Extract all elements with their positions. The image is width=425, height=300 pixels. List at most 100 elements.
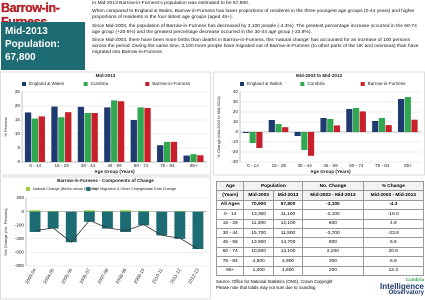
bar <box>157 145 164 162</box>
bar <box>31 118 39 162</box>
legend-label: Net Migration & Other Changes <box>93 187 146 191</box>
x-tick-label: 2012-13 <box>187 267 200 284</box>
bar <box>65 112 72 162</box>
y-tick-label: 200 <box>16 195 24 200</box>
box-line: Mid-2013 <box>5 26 48 37</box>
bar <box>333 125 341 132</box>
y-tick-label: 25 <box>15 89 21 94</box>
x-tick-label: 0 - 14 <box>247 163 259 168</box>
table-cell: 12.3 <box>362 265 425 276</box>
x-axis-title: Age Group (Years) <box>310 169 351 174</box>
y-tick-label: 30 <box>233 99 239 104</box>
table-cell: 67,800 <box>272 199 304 211</box>
table-cell: 600 <box>302 218 364 229</box>
bar <box>183 155 190 162</box>
table-cell: 14,700 <box>272 237 304 248</box>
x-tick-label: 2003-04 <box>24 267 37 284</box>
y-tick-label: -800 <box>15 263 25 268</box>
header-row: (Years) Mid-2003 Mid-2013 Mid-2003 - Mid… <box>215 190 425 201</box>
paragraph: Since Mid-2003, there have been more bir… <box>92 38 419 55</box>
y-tick-label: -200 <box>15 222 25 227</box>
table-cell: 45 - 59 <box>215 237 245 248</box>
table-row: 15 - 29 11,300 12,100 600 4.8 <box>215 218 425 229</box>
bar <box>111 100 118 162</box>
table-cell: 2,200 <box>302 246 364 258</box>
bar <box>197 155 204 162</box>
bar <box>83 211 95 222</box>
chart-title: Mid-2013 <box>96 73 116 78</box>
table-cell: 0 - 14 <box>215 209 245 220</box>
table-cell: -3,100 <box>302 199 364 211</box>
bar <box>359 111 366 132</box>
table-cell: 30 - 44 <box>215 227 245 239</box>
bar <box>102 211 113 229</box>
bar <box>120 211 131 232</box>
table-cell: 4.8 <box>362 218 425 229</box>
table-cell: 6.9 <box>362 256 425 267</box>
y-tick-label: 15 <box>15 117 21 122</box>
legend-label: England & Wales <box>29 81 65 86</box>
table-cell: All Ages <box>215 199 245 211</box>
bar <box>170 141 178 162</box>
x-tick-label: 75 - 84 <box>160 163 175 168</box>
table-cell: 13,900 <box>243 237 274 248</box>
y-axis-title: Net Change (No. Persons) <box>3 208 8 256</box>
x-tick-label: 45 - 59 <box>107 163 122 168</box>
bar <box>190 154 197 162</box>
bar <box>320 118 327 132</box>
source: Source: Office for National Statistics (… <box>216 279 368 290</box>
population-box: Mid-2013 Population: 67,800 <box>1 22 85 70</box>
bar <box>51 106 58 162</box>
header-cell: % Change <box>362 180 425 192</box>
x-tick-label: 0 - 14 <box>29 163 41 168</box>
box-line: Population: <box>5 39 60 50</box>
table-cell: 4,900 <box>272 256 304 267</box>
table-row: All Ages 70,900 67,800 -3,100 -4.3 <box>215 199 425 211</box>
x-tick-label: 2006-07 <box>79 267 92 284</box>
bar <box>138 210 150 212</box>
bar <box>104 107 111 162</box>
legend-label: Barrow-in-Furness <box>152 81 190 86</box>
table-cell: 60 - 74 <box>215 246 245 258</box>
y-tick-label: 5 <box>17 145 20 150</box>
table-cell: 13,100 <box>272 246 304 258</box>
legend-swatch <box>22 82 26 86</box>
x-tick-label: 85+ <box>404 163 412 168</box>
table-cell: 70,900 <box>243 199 274 211</box>
table-cell: 85+ <box>215 265 245 276</box>
table-row: 45 - 59 13,900 14,700 800 6.6 <box>215 237 425 248</box>
table-cell: 12,100 <box>272 218 304 229</box>
x-tick-label: 60 - 74 <box>134 163 149 168</box>
header-cell: Mid-2003 - Mid-2013 <box>302 190 364 201</box>
legend-swatch <box>86 187 91 191</box>
y-tick-label: 20 <box>15 103 21 108</box>
bar <box>144 107 151 162</box>
legend-swatch <box>145 82 150 86</box>
x-tick-label: 2009-10 <box>133 267 146 284</box>
bar <box>47 211 59 229</box>
y-axis-title: % Change (Mid-2003 to Mid-2013) <box>216 96 221 158</box>
logo-text: Cumbria <box>405 277 424 282</box>
bar <box>117 101 125 162</box>
population-table: Age Population No. Change % Change (Year… <box>215 180 425 276</box>
table-wrap: Age Population No. Change % Change (Year… <box>215 180 425 276</box>
table-cell: -23.8 <box>362 227 425 239</box>
bar <box>130 120 137 162</box>
table-cell: -16.0 <box>362 209 425 220</box>
bar <box>47 210 59 212</box>
logo-text: Intelligence <box>379 282 424 291</box>
table-cell: 11,900 <box>272 227 304 239</box>
table-cell: 11,100 <box>272 209 304 220</box>
x-tick-label: 30 - 44 <box>297 163 312 168</box>
legend-label: England & Wales <box>247 81 283 86</box>
header-cell: Mid-2013 <box>272 190 304 201</box>
legend-swatch <box>240 82 244 86</box>
x-tick-label: 2007-08 <box>97 267 110 284</box>
header-cell: (Years) <box>215 190 245 201</box>
legend-label: Natural Change (Births minus Deaths) <box>33 187 98 191</box>
summary-text: In Mid-2013 Barrow-in-Furness's populati… <box>92 1 423 58</box>
table-row: 0 - 14 13,300 11,100 -2,100 -16.0 <box>215 209 425 220</box>
bar <box>174 211 186 239</box>
bar <box>346 109 353 132</box>
